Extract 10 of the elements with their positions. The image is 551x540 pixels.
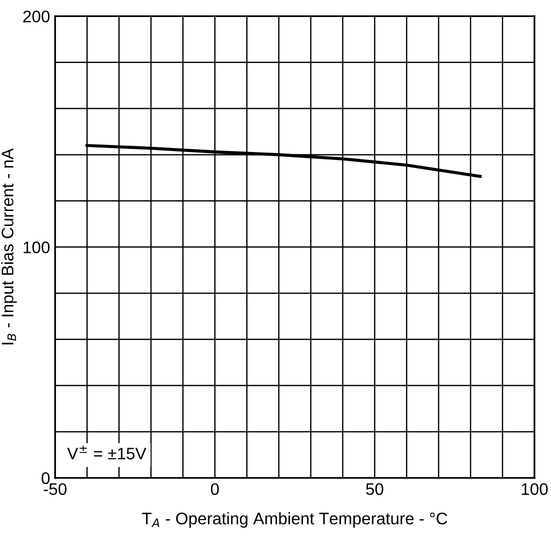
y-tick-label: 200	[23, 10, 50, 22]
annotation: V$^{±}$ = ±15V	[67, 446, 146, 460]
x-tick-label: 0	[210, 483, 219, 496]
y-tick-label: 100	[24, 241, 50, 254]
x-tick-label: 50	[366, 483, 384, 496]
y-axis-title: I$_{B}$ - Input Bias Current - nA	[1, 148, 17, 344]
x-axis-title: T$_{A}$ - Operating Ambient Temperature - °C	[142, 512, 448, 528]
y-tick-label: 0	[42, 472, 50, 484]
x-tick-label: 100	[522, 483, 548, 496]
x-tick-label: -50	[44, 483, 66, 496]
